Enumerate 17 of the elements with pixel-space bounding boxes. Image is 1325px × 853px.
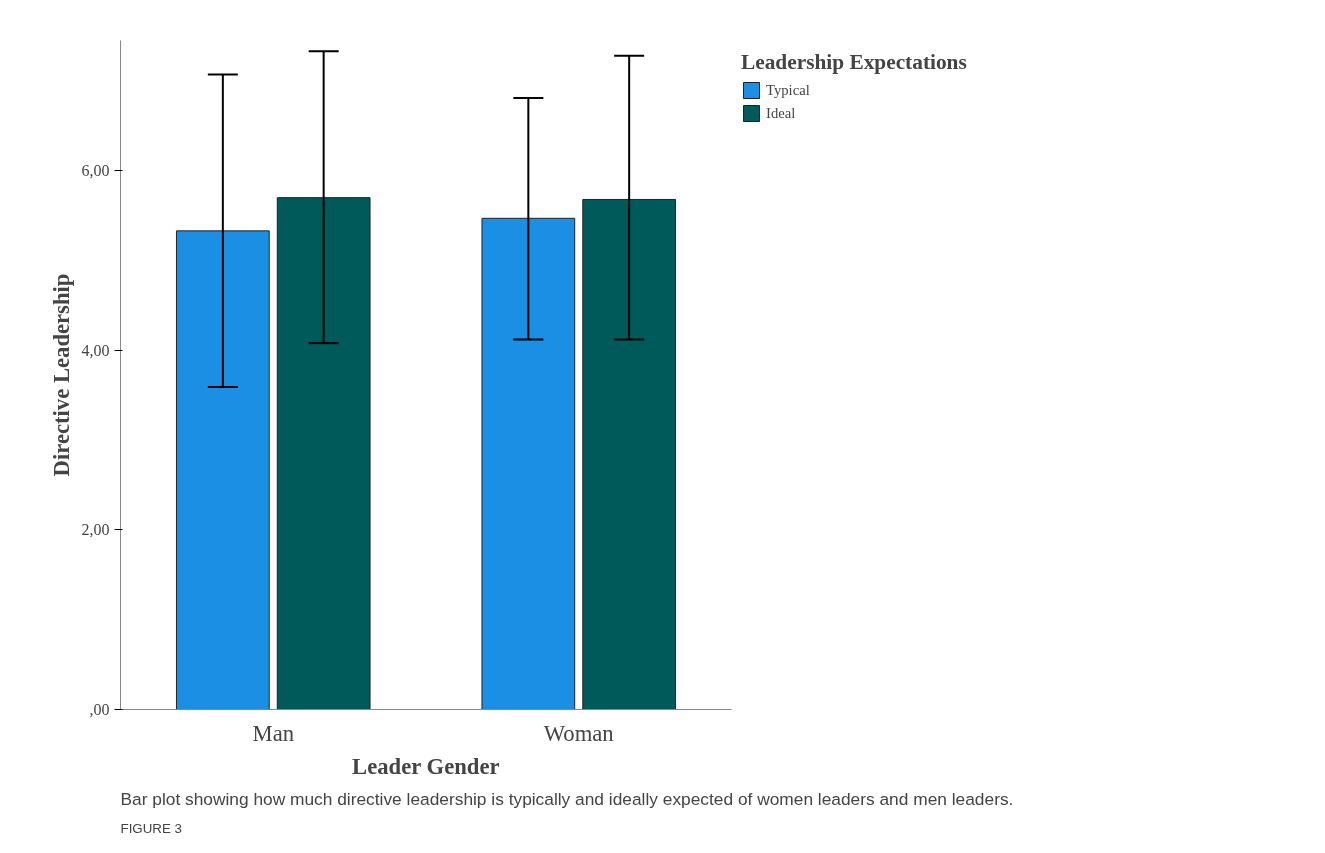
y-tick-label: ,00 [89, 701, 110, 718]
y-tick-label: 6,00 [81, 162, 110, 180]
caption: FIGURE 3 [120, 820, 182, 836]
bar [276, 197, 371, 710]
bar [481, 217, 576, 710]
y-tick-label: 4,00 [81, 341, 110, 359]
y-axis-title: Directive Leadership [48, 273, 74, 477]
y-tick-label: 2,00 [81, 521, 110, 539]
x-tick-label: Woman [543, 720, 614, 746]
legend-label: Ideal [766, 104, 796, 122]
legend-label: Typical [766, 81, 810, 99]
x-axis-title: Leader Gender [352, 753, 500, 779]
x-tick-label: Man [252, 720, 295, 746]
text: Bar plot showing how much directive leadership is typically and ideally expected of women leaders and men leaders. [120, 788, 1014, 809]
legend-title: Leadership Expectations [741, 50, 967, 75]
bar [582, 198, 677, 710]
bar [175, 230, 270, 710]
